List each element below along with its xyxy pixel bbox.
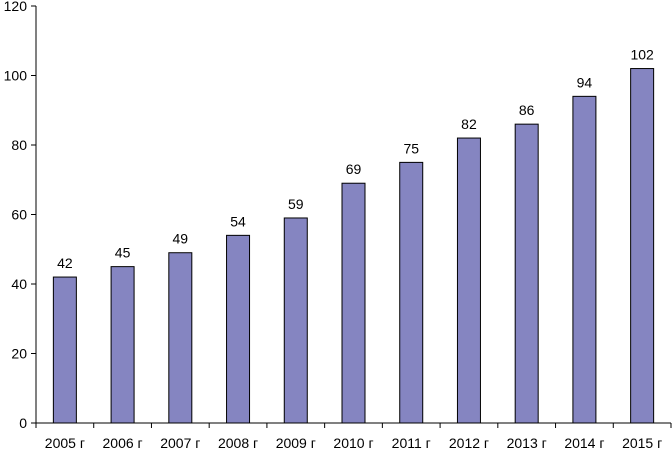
bar bbox=[399, 161, 424, 424]
bars bbox=[52, 68, 655, 424]
x-tick-label: 2009 г bbox=[276, 435, 316, 451]
bar-value-label: 69 bbox=[346, 161, 362, 177]
bar bbox=[52, 276, 77, 424]
x-tick-label: 2007 г bbox=[160, 435, 200, 451]
x-tick-label: 2013 г bbox=[507, 435, 547, 451]
y-tick-label: 100 bbox=[4, 68, 28, 84]
x-tick-label: 2011 г bbox=[392, 435, 431, 451]
x-tick-label: 2008 г bbox=[218, 435, 258, 451]
x-tick-label: 2015 г bbox=[622, 435, 662, 451]
bar bbox=[110, 266, 135, 424]
bar bbox=[514, 123, 539, 424]
axes: 0 20 40 60 80 100 120 2005 г 2006 г 2007 г 2008 г 2… bbox=[4, 0, 672, 451]
bar-value-label: 94 bbox=[577, 74, 593, 90]
x-tick-label: 2014 г bbox=[564, 435, 604, 451]
bar bbox=[572, 95, 597, 424]
x-tick-label: 2006 г bbox=[103, 435, 143, 451]
data-labels: 42 45 49 54 59 69 75 82 86 94 102 bbox=[57, 47, 654, 271]
y-tick-label: 60 bbox=[11, 207, 27, 223]
bar bbox=[456, 137, 481, 424]
bar-value-label: 45 bbox=[115, 245, 131, 261]
y-tick-label: 20 bbox=[11, 346, 27, 362]
x-tick-label: 2010 г bbox=[333, 435, 373, 451]
bar-value-label: 82 bbox=[461, 116, 477, 132]
bar bbox=[341, 182, 366, 424]
bar bbox=[226, 234, 251, 424]
y-tick-label: 0 bbox=[19, 415, 27, 431]
y-tick-label: 80 bbox=[11, 137, 27, 153]
bar bbox=[168, 252, 193, 424]
bar-value-label: 75 bbox=[403, 140, 419, 156]
bar-value-label: 102 bbox=[630, 47, 654, 63]
x-tick-label: 2012 г bbox=[449, 435, 489, 451]
y-tick-label: 40 bbox=[11, 276, 27, 292]
bar-value-label: 49 bbox=[173, 231, 189, 247]
bar-value-label: 86 bbox=[519, 102, 535, 118]
bar bbox=[283, 217, 308, 424]
bar bbox=[630, 68, 655, 424]
x-tick-label: 2005 г bbox=[45, 435, 85, 451]
bar-value-label: 54 bbox=[230, 213, 246, 229]
bar-value-label: 42 bbox=[57, 255, 73, 271]
bar-value-label: 59 bbox=[288, 196, 304, 212]
y-tick-label: 120 bbox=[4, 0, 28, 14]
